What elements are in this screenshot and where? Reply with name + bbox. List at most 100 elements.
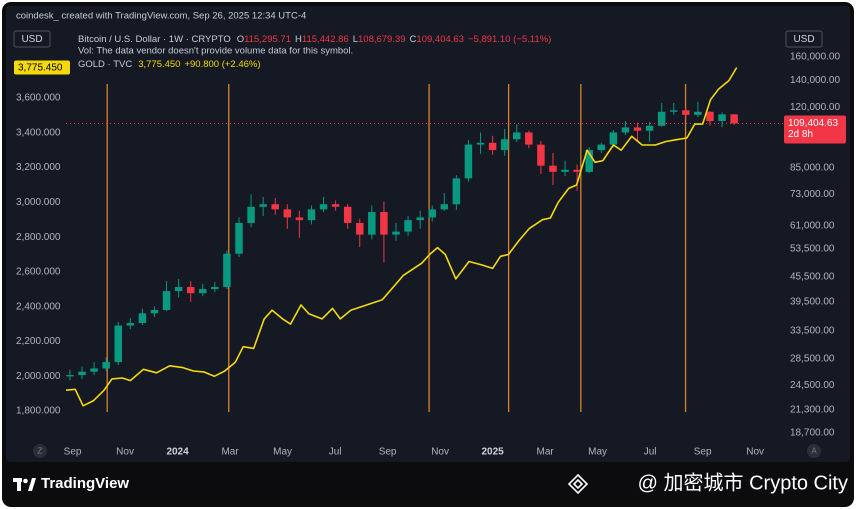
candle-body (138, 313, 147, 324)
legend-value: 108,679.39 (358, 34, 406, 45)
y2-tick-label: 73,000.00 (790, 189, 835, 200)
price-label: 109,404.63 (788, 118, 838, 129)
candle-body (718, 114, 726, 122)
candle-body (356, 222, 364, 235)
unit-box (785, 30, 823, 48)
y2-tick-label: 18,700.00 (790, 427, 835, 438)
y-tick-label: 2,000.000 (16, 371, 61, 382)
candle-body (174, 286, 183, 292)
candle-body (694, 111, 702, 115)
candle-body (150, 310, 159, 314)
candle-body (368, 211, 376, 235)
candle-body (525, 132, 533, 145)
legend-change: +90.800 (+2.46%) (184, 59, 260, 70)
candle-body (464, 144, 473, 179)
candle-body (247, 206, 255, 223)
x-tick-label: May (273, 447, 292, 458)
attribution: coindesk_ created with TradingView.com, … (16, 11, 306, 22)
legend-btc: Bitcoin / U.S. Dollar · 1W · CRYPTO O115,… (78, 34, 551, 45)
y-tick-label: 2,800.000 (16, 232, 61, 243)
candle-body (102, 362, 110, 369)
control-button[interactable] (33, 444, 47, 458)
brand: TradingView (41, 475, 129, 492)
legend-key: O (237, 34, 244, 45)
candle-body (78, 371, 86, 376)
control-label[interactable]: A (811, 447, 817, 456)
y2-tick-label: 28,500.00 (790, 354, 835, 365)
candle-body (585, 150, 593, 172)
candle-body (476, 142, 485, 145)
x-tick-label: Sep (694, 447, 712, 458)
legend-gold: GOLD · TVC 3,775.450 +90.800 (+2.46%) (78, 59, 261, 70)
x-tick-label: 2025 (481, 447, 504, 458)
x-tick-label: Nov (431, 447, 449, 458)
candle-body (621, 127, 630, 133)
candle-body (645, 125, 654, 131)
legend-key: C (410, 34, 417, 45)
candle-body (331, 204, 340, 207)
x-tick-label: Mar (536, 447, 554, 458)
candle-body (114, 325, 122, 363)
x-tick-label: Jul (329, 447, 342, 458)
legend-value: 109,404.63 (416, 34, 464, 45)
candle-body (682, 110, 690, 115)
x-tick-label: Jul (644, 447, 657, 458)
candle-body (657, 111, 666, 126)
control-button[interactable] (807, 444, 821, 458)
candle-body (597, 144, 606, 151)
gold-label-box (14, 60, 70, 75)
candle-body (271, 204, 279, 210)
legend-value: 3,775.450 (138, 59, 180, 70)
legend-value: 115,295.71 (244, 34, 291, 45)
candle-body (223, 253, 231, 287)
x-tick-label: Mar (221, 447, 239, 458)
candle-body (343, 206, 352, 223)
y-tick-label: 3,400.000 (16, 127, 61, 138)
candle-body (633, 127, 642, 131)
candle-body (199, 289, 207, 294)
candle-body (211, 286, 219, 290)
candle-body (283, 209, 292, 218)
brand-logo (13, 478, 36, 491)
gold-label: 3,775.450 (18, 63, 63, 74)
y2-tick-label: 160,000.00 (790, 52, 840, 63)
y2-tick-label: 45,500.00 (790, 272, 835, 283)
x-tick-label: May (588, 447, 607, 458)
candle-body (440, 204, 449, 210)
candle-body (186, 286, 195, 294)
candle-body (730, 114, 738, 124)
legend-name: Bitcoin / U.S. Dollar · 1W · CRYPTO (78, 34, 231, 45)
y2-tick-label: 39,500.00 (790, 296, 835, 307)
x-tick-label: Sep (64, 447, 82, 458)
y2-tick-label: 24,500.00 (790, 380, 835, 391)
candle-body (235, 222, 243, 254)
legend-value: 115,442.86 (302, 34, 349, 45)
candle-body (669, 110, 678, 112)
x-tick-label: Sep (379, 447, 397, 458)
plot-area (66, 67, 784, 412)
candle-body (90, 368, 98, 372)
y-tick-label: 2,200.000 (16, 336, 61, 347)
legend-key: L (353, 34, 358, 45)
x-tick-label: Nov (746, 447, 764, 458)
control-label[interactable]: Z (38, 447, 43, 456)
y-tick-label: 2,400.000 (16, 301, 61, 312)
y2-tick-label: 85,000.00 (790, 162, 835, 173)
candle-body (380, 211, 388, 235)
x-tick-label: Nov (116, 447, 134, 458)
candle-body (706, 111, 714, 122)
candle-body (573, 169, 581, 172)
candle-body (404, 220, 412, 232)
legend-note: Vol: The data vendor doesn't provide vol… (78, 46, 353, 57)
y2-tick-label: 33,500.00 (790, 325, 835, 336)
candle-body (452, 178, 461, 205)
watermark-logo (567, 473, 589, 495)
candle-body (319, 204, 328, 210)
unit-box (13, 30, 51, 48)
y2-tick-label: 53,500.00 (790, 243, 835, 254)
legend-change: −5,891.10 (−5.11%) (468, 34, 551, 45)
legend-key: H (295, 34, 302, 45)
y2-tick-label: 21,300.00 (790, 405, 835, 416)
